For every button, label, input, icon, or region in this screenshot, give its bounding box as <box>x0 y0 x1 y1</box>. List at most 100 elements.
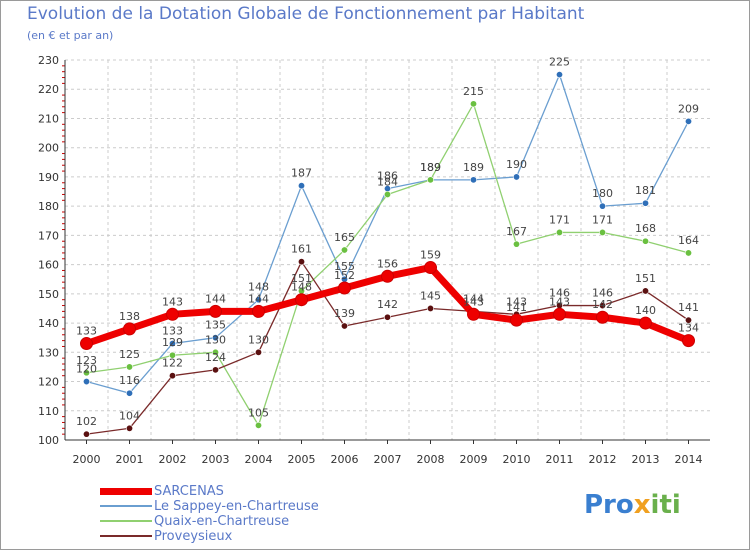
data-point <box>684 117 692 125</box>
x-tick-label: 2009 <box>460 453 488 466</box>
data-point <box>682 334 695 348</box>
data-label: 167 <box>506 225 527 238</box>
data-label: 116 <box>119 374 140 387</box>
data-point <box>340 322 348 330</box>
data-label: 155 <box>334 260 355 273</box>
data-point <box>126 389 134 397</box>
y-tick-label: 130 <box>38 346 59 359</box>
data-label: 124 <box>205 351 226 364</box>
data-point <box>684 316 692 324</box>
legend-item-sappey: Le Sappey-en-Chartreuse <box>100 499 400 514</box>
data-point <box>83 430 91 438</box>
data-point <box>598 228 606 236</box>
data-label: 144 <box>248 292 269 305</box>
data-label: 122 <box>162 357 183 370</box>
data-label: 141 <box>678 301 699 314</box>
data-label: 102 <box>76 415 97 428</box>
data-point <box>383 190 391 198</box>
data-label: 159 <box>420 249 441 262</box>
legend-label: Proveysieux <box>154 529 233 544</box>
x-tick-label: 2005 <box>288 453 316 466</box>
legend-swatch-quaix <box>100 520 152 522</box>
data-point <box>255 421 263 429</box>
data-label: 145 <box>420 289 441 302</box>
data-label: 215 <box>463 85 484 98</box>
legend-swatch-sappey <box>100 505 152 507</box>
data-label: 151 <box>635 272 656 285</box>
data-label: 105 <box>248 406 269 419</box>
legend: SARCENAS Le Sappey-en-Chartreuse Quaix-e… <box>100 484 400 544</box>
data-point <box>512 173 520 181</box>
proxiti-logo: Proxiti <box>584 490 681 520</box>
data-point <box>123 322 136 336</box>
data-label: 152 <box>334 269 355 282</box>
y-tick-label: 190 <box>38 171 59 184</box>
x-tick-label: 2013 <box>632 453 660 466</box>
data-point <box>553 307 566 321</box>
data-point <box>510 313 523 327</box>
data-label: 104 <box>119 409 140 422</box>
data-point <box>295 293 308 307</box>
data-point <box>555 71 563 79</box>
data-point <box>297 258 305 266</box>
legend-label: SARCENAS <box>154 484 224 499</box>
data-label: 134 <box>678 322 699 335</box>
data-point <box>381 269 394 283</box>
data-label: 143 <box>506 295 527 308</box>
data-label: 143 <box>549 295 570 308</box>
data-point <box>212 334 220 342</box>
data-label: 146 <box>592 287 613 300</box>
data-point <box>512 240 520 248</box>
data-point <box>169 372 177 380</box>
data-point <box>641 287 649 295</box>
data-label: 146 <box>549 287 570 300</box>
data-label: 187 <box>291 167 312 180</box>
legend-swatch-sarcenas <box>100 488 152 495</box>
data-point <box>126 363 134 371</box>
y-tick-label: 150 <box>38 288 59 301</box>
data-point <box>166 307 179 321</box>
data-label: 138 <box>119 310 140 323</box>
data-point <box>426 176 434 184</box>
data-point <box>598 302 606 310</box>
data-label: 165 <box>334 231 355 244</box>
data-point <box>169 351 177 359</box>
legend-item-sarcenas: SARCENAS <box>100 484 400 499</box>
x-tick-label: 2001 <box>116 453 144 466</box>
y-tick-label: 140 <box>38 317 59 330</box>
data-point <box>80 337 93 351</box>
data-point <box>467 307 480 321</box>
data-label: 144 <box>463 292 484 305</box>
data-point <box>641 237 649 245</box>
data-label: 180 <box>592 187 613 200</box>
y-tick-label: 110 <box>38 405 59 418</box>
data-label: 135 <box>205 319 226 332</box>
data-label: 129 <box>162 336 183 349</box>
data-label: 225 <box>549 56 570 69</box>
data-label: 171 <box>549 213 570 226</box>
y-tick-label: 180 <box>38 200 59 213</box>
legend-label: Le Sappey-en-Chartreuse <box>154 499 319 514</box>
y-tick-label: 120 <box>38 376 59 389</box>
data-label: 130 <box>248 333 269 346</box>
y-tick-label: 170 <box>38 229 59 242</box>
data-label: 120 <box>76 363 97 376</box>
data-label: 189 <box>420 161 441 174</box>
data-label: 190 <box>506 158 527 171</box>
data-label: 133 <box>76 325 97 338</box>
data-label: 142 <box>377 298 398 311</box>
data-point <box>340 246 348 254</box>
x-tick-label: 2010 <box>503 453 531 466</box>
data-point <box>596 310 609 324</box>
x-tick-label: 2007 <box>374 453 402 466</box>
data-point <box>212 366 220 374</box>
data-label: 181 <box>635 184 656 197</box>
y-tick-label: 210 <box>38 112 59 125</box>
x-tick-label: 2008 <box>417 453 445 466</box>
data-point <box>469 100 477 108</box>
data-label: 156 <box>377 257 398 270</box>
data-point <box>598 202 606 210</box>
legend-swatch-proveysieux <box>100 535 152 537</box>
